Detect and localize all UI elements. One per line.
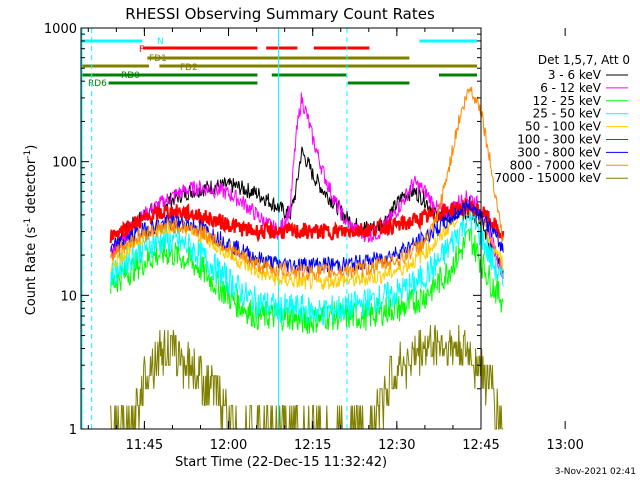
- x-tick-label: 12:45: [462, 438, 499, 453]
- series-line: [110, 204, 504, 326]
- flag-bars: N F FD1 FD2 RD0 RD6: [81, 37, 477, 89]
- x-axis-ticks: 11:45 12:00 12:15 12:30 12:45 13:00: [87, 28, 584, 453]
- series-line: [110, 86, 504, 282]
- x-tick-label: 12:15: [294, 438, 331, 453]
- flag-bar-label: FD2: [180, 63, 198, 73]
- legend-label: 12 - 25 keV: [533, 94, 602, 108]
- y-tick-label: 1: [69, 423, 77, 438]
- legend-header: Det 1,5,7, Att 0: [538, 53, 630, 67]
- series-line: [110, 226, 504, 335]
- flag-bar-label: RD0: [121, 71, 140, 81]
- legend-label: 50 - 100 keV: [525, 120, 602, 134]
- series-line: [110, 92, 504, 279]
- x-tick-label: 12:00: [210, 438, 247, 453]
- chart-title: RHESSI Observing Summary Count Rates: [125, 5, 435, 23]
- flag-bar-label: N: [157, 37, 164, 47]
- y-label-sup2: -1: [23, 150, 33, 159]
- flag-bar-label: F: [139, 45, 144, 55]
- y-tick-label: 100: [52, 156, 77, 171]
- legend-label: 100 - 300 keV: [517, 133, 601, 147]
- flag-bar-label: RD6: [88, 79, 107, 89]
- y-label-mid: detector: [24, 158, 39, 218]
- y-axis-label: Count Rate (s-1 detector-1): [23, 145, 39, 316]
- x-axis-label: Start Time (22-Dec-15 11:32:42): [175, 455, 387, 470]
- y-tick-label: 1000: [44, 22, 77, 37]
- y-label-main: Count Rate (s: [24, 227, 39, 316]
- y-tick-label: 10: [60, 289, 77, 304]
- flag-bar-label: FD1: [149, 54, 167, 64]
- y-label-sup1: -1: [23, 218, 33, 227]
- y-label-end: ): [24, 145, 39, 150]
- y-axis-ticks: 1 10 100 1000: [44, 22, 481, 438]
- x-tick-label: 13:00: [546, 438, 583, 453]
- legend-label: 6 - 12 keV: [540, 81, 602, 95]
- x-tick-label: 11:45: [126, 438, 163, 453]
- legend-label: 25 - 50 keV: [533, 107, 602, 121]
- x-tick-label: 12:30: [378, 438, 415, 453]
- timestamp: 3-Nov-2021 02:41: [555, 467, 636, 477]
- legend-label: 3 - 6 keV: [548, 68, 602, 82]
- plot-frame: [80, 27, 482, 430]
- legend-label: 300 - 800 keV: [517, 145, 601, 159]
- legend-label: 7000 - 15000 keV: [494, 171, 601, 185]
- legend-label: 800 - 7000 keV: [510, 158, 602, 172]
